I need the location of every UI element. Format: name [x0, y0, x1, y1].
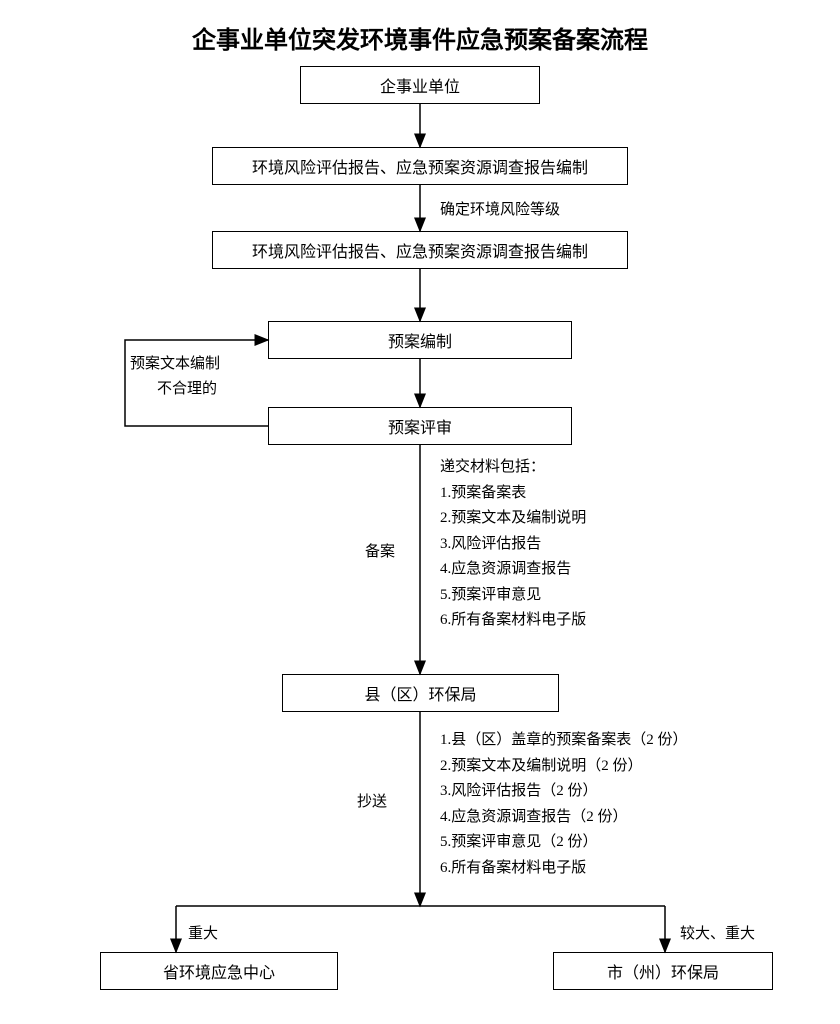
- node-risk-report-1: 环境风险评估报告、应急预案资源调查报告编制: [212, 147, 628, 185]
- list-item: 4.应急资源调查报告（2 份）: [440, 805, 688, 831]
- node-label: 预案评审: [388, 414, 452, 438]
- node-provincial-center: 省环境应急中心: [100, 952, 338, 990]
- node-plan-compile: 预案编制: [268, 321, 572, 359]
- node-label: 市（州）环保局: [607, 959, 719, 983]
- node-label: 环境风险评估报告、应急预案资源调查报告编制: [252, 154, 588, 178]
- list-item: 2.预案文本及编制说明（2 份）: [440, 754, 688, 780]
- node-enterprise: 企事业单位: [300, 66, 540, 104]
- edge-label-larger-major: 较大、重大: [680, 922, 755, 943]
- list-item: 5.预案评审意见（2 份）: [440, 830, 688, 856]
- node-county-epa: 县（区）环保局: [282, 674, 559, 712]
- node-plan-review: 预案评审: [268, 407, 572, 445]
- edge-label-copy: 抄送: [357, 790, 387, 811]
- edge-label-risk-level: 确定环境风险等级: [440, 198, 560, 219]
- list-item: 6.所有备案材料电子版: [440, 608, 586, 634]
- material-list-2: 1.县（区）盖章的预案备案表（2 份） 2.预案文本及编制说明（2 份） 3.风…: [440, 728, 688, 881]
- page-title: 企事业单位突发环境事件应急预案备案流程: [0, 20, 840, 55]
- edge-label-feedback-1: 预案文本编制: [130, 352, 220, 373]
- node-label: 县（区）环保局: [364, 681, 476, 705]
- list-item: 1.县（区）盖章的预案备案表（2 份）: [440, 728, 688, 754]
- node-city-epa: 市（州）环保局: [553, 952, 773, 990]
- node-label: 企事业单位: [380, 73, 460, 97]
- list-header: 递交材料包括：: [440, 455, 586, 481]
- material-list-1: 递交材料包括： 1.预案备案表 2.预案文本及编制说明 3.风险评估报告 4.应…: [440, 455, 586, 634]
- list-item: 1.预案备案表: [440, 481, 586, 507]
- edge-label-major: 重大: [188, 922, 218, 943]
- edge-label-filing: 备案: [365, 540, 395, 561]
- list-item: 5.预案评审意见: [440, 583, 586, 609]
- list-item: 4.应急资源调查报告: [440, 557, 586, 583]
- node-label: 环境风险评估报告、应急预案资源调查报告编制: [252, 238, 588, 262]
- node-risk-report-2: 环境风险评估报告、应急预案资源调查报告编制: [212, 231, 628, 269]
- node-label: 预案编制: [388, 328, 452, 352]
- list-item: 3.风险评估报告: [440, 532, 586, 558]
- list-item: 3.风险评估报告（2 份）: [440, 779, 688, 805]
- list-item: 6.所有备案材料电子版: [440, 856, 688, 882]
- node-label: 省环境应急中心: [163, 959, 275, 983]
- list-item: 2.预案文本及编制说明: [440, 506, 586, 532]
- edge-label-feedback-2: 不合理的: [157, 377, 217, 398]
